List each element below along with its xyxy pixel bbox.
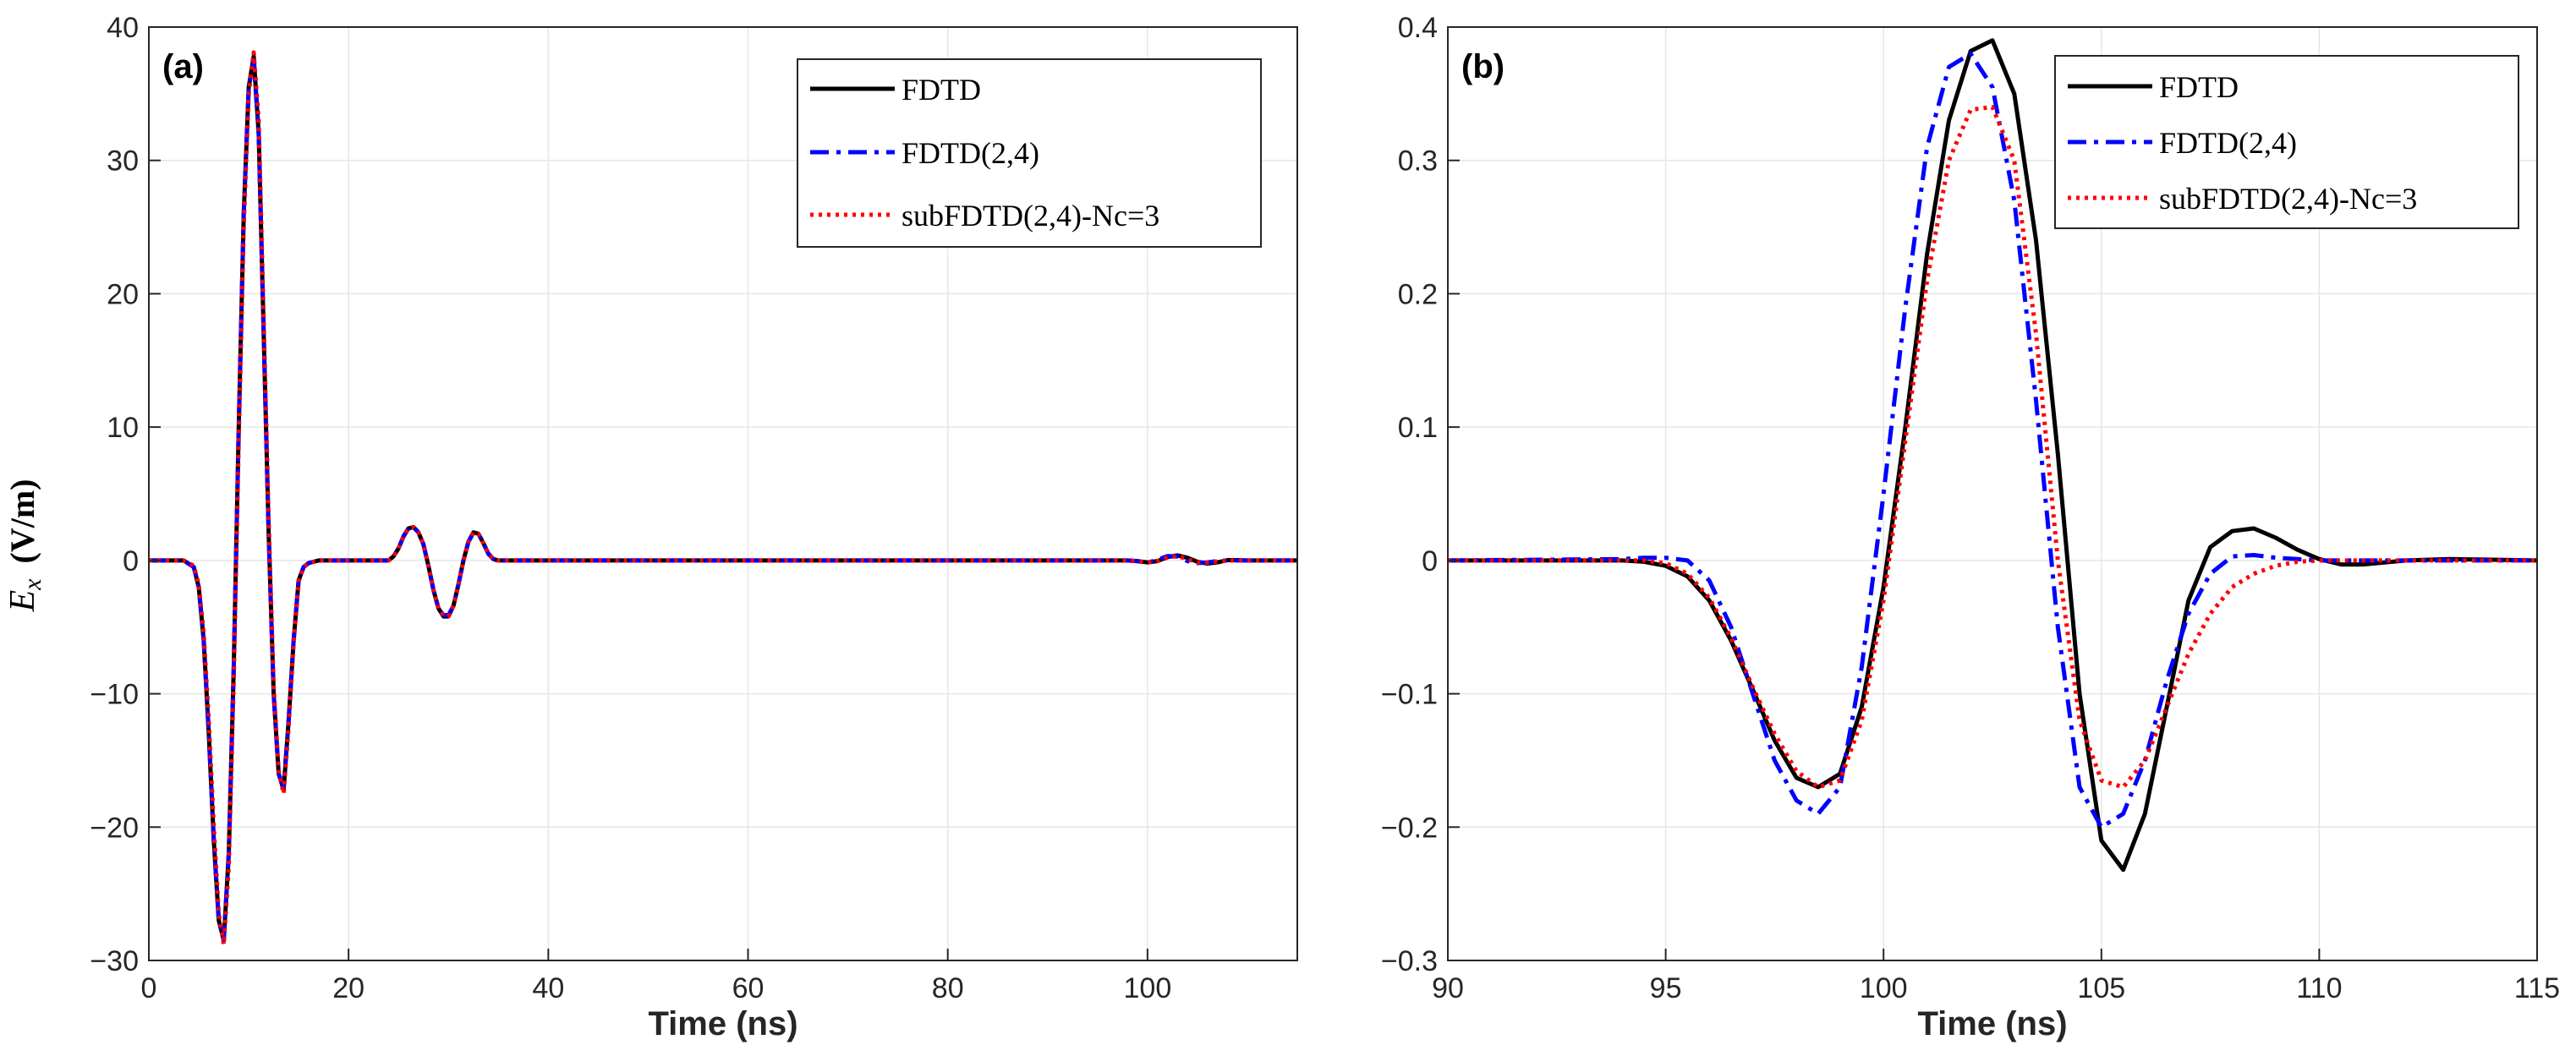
panel-b-y-tick-label: −0.1 [1381, 679, 1438, 711]
panel-a-y-tick-label: 40 [107, 12, 139, 44]
panel-a-y-tick-label: −10 [90, 679, 139, 711]
panel-b-x-axis-title: Time (ns) [1917, 1005, 2067, 1042]
panel-b-y-tick-label: 0.3 [1398, 145, 1438, 178]
panel-b-y-tick-label: 0.1 [1398, 412, 1438, 444]
y-axis-label-subscript: x [19, 578, 47, 591]
panel-a-legend-label-fdtd24: FDTD(2,4) [902, 136, 1039, 170]
panel-b-y-tick-label: 0.2 [1398, 278, 1438, 310]
panel-b-frame [1447, 26, 2538, 961]
panel-b: 90 95 100 105 110 115 −0.3 −0.2 −0.1 0 0.1 0.2 0.3 0.… [1381, 12, 2560, 1042]
panel-a-x-tick-label: 0 [141, 972, 157, 1004]
panel-a-y-tick-label: 30 [107, 145, 139, 178]
panel-a-series-sub-line [149, 50, 1297, 947]
panel-a-y-tick-label: 0 [123, 545, 139, 577]
panel-a-x-tick-label: 40 [532, 972, 564, 1004]
panel-b-x-tick-label: 110 [2296, 972, 2342, 1004]
panel-b-x-tick-label: 100 [1860, 972, 1908, 1004]
panel-a-x-tick-label: 80 [932, 972, 964, 1004]
panel-b-x-tick-label: 95 [1650, 972, 1682, 1004]
panel-b-x-tick-label: 90 [1432, 972, 1464, 1004]
panel-a-y-tick-label: 20 [107, 278, 139, 310]
panel-a-series [149, 50, 1297, 947]
panel-a-x-tick-label: 20 [332, 972, 364, 1004]
panel-b-y-tick-label: 0 [1422, 545, 1438, 577]
panel-a-x-tick-label: 100 [1124, 972, 1172, 1004]
panel-b-series-fdtd24-line [1447, 52, 2537, 829]
svg-text:Ex(V/m): Ex (V/m) [3, 479, 47, 613]
panel-b-x-tick-label: 115 [2514, 972, 2560, 1004]
panel-b-legend-label-sub: subFDTD(2,4)-Nc=3 [2159, 182, 2417, 216]
panel-a-x-tick-label: 60 [732, 972, 765, 1004]
panel-a-x-axis-title: Time (ns) [648, 1005, 797, 1042]
y-axis-label: Ex (V/m) [3, 479, 47, 613]
panel-b-legend-label-fdtd: FDTD [2159, 70, 2239, 104]
y-axis-label-symbol: E [3, 590, 42, 613]
panel-a-legend-label-fdtd: FDTD [902, 73, 981, 107]
y-axis-label-unit: (V/m) [3, 479, 41, 564]
panel-b-series [1447, 38, 2538, 873]
panel-b-label: (b) [1461, 48, 1504, 85]
panel-a: 0 20 40 60 80 100 −30 −20 −10 0 10 20 30 40 (a) Time … [90, 12, 1298, 1042]
panel-a-ticks: 0 20 40 60 80 100 −30 −20 −10 0 10 20 30 40 [90, 12, 1171, 1004]
panel-b-legend-label-fdtd24: FDTD(2,4) [2159, 126, 2297, 160]
panel-b-y-tick-label: 0.4 [1398, 12, 1438, 44]
panel-a-label: (a) [162, 48, 204, 85]
panel-b-y-tick-label: −0.2 [1381, 812, 1438, 844]
panel-a-legend: FDTD FDTD(2,4) subFDTD(2,4)-Nc=3 [797, 58, 1262, 248]
panel-b-legend: FDTD FDTD(2,4) subFDTD(2,4)-Nc=3 [2054, 55, 2519, 229]
panel-a-frame [148, 26, 1298, 961]
panel-a-y-tick-label: −20 [90, 812, 139, 844]
panel-b-x-tick-label: 105 [2077, 972, 2125, 1004]
panel-b-y-tick-label: −0.3 [1381, 945, 1438, 977]
panel-a-y-tick-label: 10 [107, 412, 139, 444]
panel-a-legend-label-sub: subFDTD(2,4)-Nc=3 [902, 199, 1159, 233]
panel-a-y-tick-label: −30 [90, 945, 139, 977]
panel-b-ticks: 90 95 100 105 110 115 −0.3 −0.2 −0.1 0 0.1 0.2 0.3 0.… [1381, 12, 2560, 1004]
